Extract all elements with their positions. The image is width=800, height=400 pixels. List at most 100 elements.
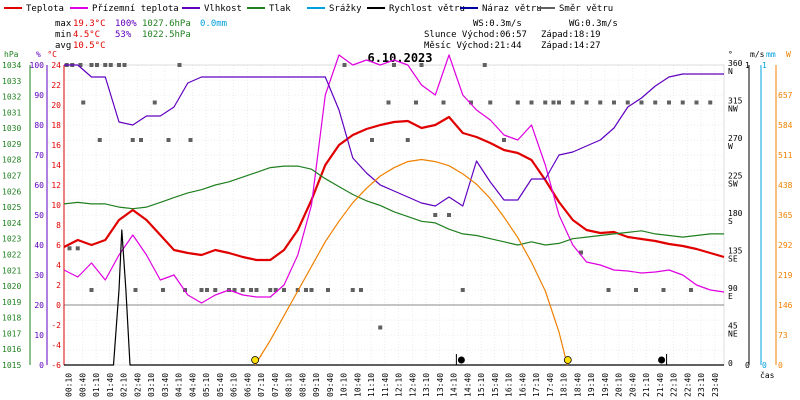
x-tick-label: 17:40: [546, 373, 555, 397]
x-tick-label: 18:40: [573, 373, 582, 397]
x-tick-label: 08:10: [285, 373, 294, 397]
wind-direction-dot: [188, 138, 193, 142]
wind-direction-dot: [350, 288, 355, 292]
wind-direction-dot: [543, 100, 548, 105]
tick-w: 0: [778, 361, 783, 370]
tick-dir-deg: 90: [728, 284, 738, 293]
tick-dir-deg: 45: [728, 322, 738, 331]
wind-direction-dot: [502, 138, 506, 142]
legend-label: Vlhkost: [204, 4, 242, 14]
wind-direction-dot: [370, 138, 374, 142]
x-tick-label: 17:10: [532, 373, 541, 397]
tick-pct: 0: [39, 361, 44, 370]
wind-direction-dot: [606, 288, 611, 292]
tick-dir-name: NW: [728, 105, 738, 114]
x-tick-label: 00:40: [78, 373, 87, 397]
wind-direction-dot: [282, 288, 286, 292]
stat-min-press: 1022.5hPa: [142, 30, 191, 40]
x-tick-label: 09:10: [312, 373, 321, 397]
wind-direction-dot: [708, 100, 713, 105]
tick-w: 219: [778, 271, 793, 280]
wind-direction-dot: [625, 100, 630, 105]
tick-hpa: 1015: [2, 361, 21, 370]
tick-hpa: 1026: [2, 187, 21, 196]
axis-unit-hpa: hPa: [4, 50, 19, 59]
x-tick-label: 15:40: [491, 373, 500, 397]
tick-hpa: 1030: [2, 124, 21, 133]
wind-direction-dot: [268, 288, 273, 292]
tick-temp: 4: [56, 261, 61, 270]
tick-pct: 60: [34, 181, 44, 190]
wind-direction-dot: [130, 138, 135, 142]
axis-unit-pct: %: [36, 50, 41, 59]
wind-direction-dot: [122, 63, 127, 67]
tick-pct: 30: [34, 271, 44, 280]
x-tick-label: 07:40: [271, 373, 280, 397]
x-tick-label: 18:10: [560, 373, 569, 397]
wind-direction-dot: [78, 63, 83, 67]
tick-hpa: 1023: [2, 235, 21, 244]
axis-unit-temp: °C: [47, 50, 57, 59]
wind-direction-dot: [254, 288, 259, 292]
wind-direction-dot: [661, 288, 666, 292]
tick-dir-name: N: [728, 67, 733, 76]
tick-w: 584: [778, 121, 793, 130]
wind-direction-dot: [342, 63, 347, 67]
wind-direction-dot: [166, 138, 171, 142]
tick-hpa: 1018: [2, 314, 21, 323]
tick-w: 146: [778, 301, 793, 310]
x-tick-label: 12:10: [395, 373, 404, 397]
legend: Teplota Přízemní teplota Vlhkost Tlak Srážky…: [4, 4, 613, 14]
tick-pct: 100: [30, 61, 45, 70]
x-tick-label: 16:40: [518, 373, 527, 397]
wind-direction-dot: [359, 288, 363, 292]
wind-speed-info: WS:0.3m/s: [473, 19, 522, 29]
tick-hpa: 1029: [2, 140, 21, 149]
tick-temp: 22: [51, 81, 61, 90]
tick-hpa: 1033: [2, 77, 21, 86]
wind-direction-dot: [133, 288, 138, 292]
tick-hpa: 1017: [2, 329, 21, 338]
wind-direction-dot: [386, 100, 391, 105]
wind-direction-dot: [579, 250, 583, 255]
tick-hpa: 1025: [2, 203, 21, 212]
legend-label: Srážky: [329, 4, 362, 14]
tick-temp: 0: [56, 301, 61, 310]
tick-dir-deg: 315: [728, 97, 743, 106]
tick-temp: 6: [56, 241, 61, 250]
tick-temp: -2: [51, 321, 61, 330]
axis-unit-dir: °: [728, 50, 733, 59]
axis-unit-ms: m/s: [750, 50, 765, 59]
tick-w: 292: [778, 241, 793, 250]
tick-dir-deg: 180: [728, 209, 743, 218]
axes: hPa% °C ° m/s mm W103410331032103110301029102…: [2, 50, 793, 370]
tick-dir-deg: 270: [728, 134, 743, 143]
tick-hpa: 1027: [2, 172, 21, 181]
tick-hpa: 1032: [2, 93, 21, 102]
tick-mm: 1: [762, 61, 767, 70]
wind-direction-dot: [689, 288, 693, 292]
wind-direction-dot: [447, 213, 451, 217]
tick-hpa: 1021: [2, 266, 21, 275]
stat-avg-temp: 10.5°C: [73, 41, 106, 51]
tick-hpa: 1016: [2, 345, 21, 354]
wind-gust-info: WG:0.3m/s: [569, 19, 618, 29]
chart-title: 6.10.2023: [367, 51, 432, 65]
x-tick-label: 02:40: [133, 373, 142, 397]
x-tick-label: 19:10: [587, 373, 596, 397]
wind-direction-dot: [152, 100, 157, 105]
tick-ms: 0: [745, 361, 750, 370]
tick-dir-name: NE: [728, 330, 738, 339]
tick-hpa: 1020: [2, 282, 21, 291]
x-tick-label: 07:10: [257, 373, 266, 397]
wind-direction-dot: [309, 288, 314, 292]
wind-direction-dot: [205, 288, 209, 292]
wind-direction-dot: [81, 100, 86, 105]
tick-pct: 70: [34, 151, 44, 160]
tick-dir-name: S: [728, 217, 733, 226]
x-tick-label: 20:10: [615, 373, 624, 397]
wind-direction-dot: [441, 100, 446, 105]
moonset-marker: [457, 356, 465, 364]
